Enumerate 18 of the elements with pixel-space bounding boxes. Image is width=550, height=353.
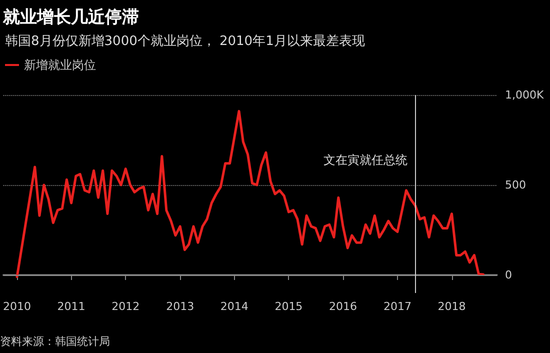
x-tick-label: 2014 [220,300,248,313]
x-tick-label: 2015 [274,300,303,313]
text: 资料来源：韩国统计局 [0,335,110,348]
x-tick-label: 2012 [112,300,140,313]
line-series [16,110,485,278]
ref-line-label: 文在寅就任总统 [323,153,408,167]
x-tick-label: 2018 [438,300,466,313]
chart-title: 就业增长几近停滞 [2,8,139,28]
y-tick-label: 0 [505,268,512,282]
x-tick-label: 2010 [2,300,31,313]
x-tick-label: 2011 [57,300,86,313]
y-tick-label: 1,000K [505,88,544,102]
y-tick-label: 500 [505,178,526,192]
x-tick-label: 2016 [329,300,357,313]
x-tick-label: 2017 [383,300,412,313]
legend-label: 新增就业岗位 [24,58,96,72]
x-tick-label: 2013 [166,300,194,313]
chart-subtitle: 韩国8月份仅新增3000个就业岗位， 2010年1月以来最差表现 [5,34,365,49]
